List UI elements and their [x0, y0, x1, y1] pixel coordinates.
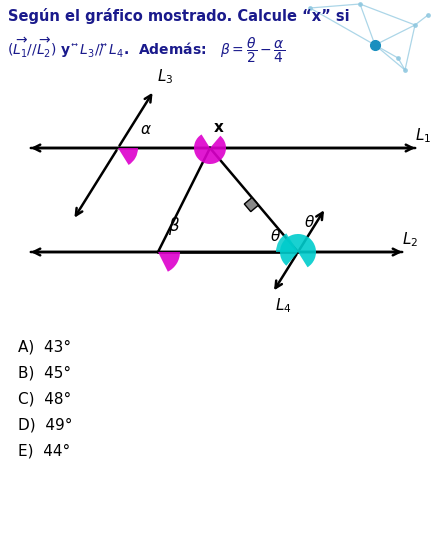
Polygon shape: [244, 198, 259, 212]
Text: C)  48°: C) 48°: [18, 392, 71, 407]
Text: B)  45°: B) 45°: [18, 366, 71, 381]
Text: $L_4$: $L_4$: [275, 296, 291, 315]
Text: $L_1$: $L_1$: [415, 127, 431, 146]
Text: A)  43°: A) 43°: [18, 340, 71, 355]
Text: $\theta$: $\theta$: [270, 228, 281, 244]
Text: Según el gráfico mostrado. Calcule “x” si: Según el gráfico mostrado. Calcule “x” s…: [8, 8, 349, 24]
Text: $L_3$: $L_3$: [157, 68, 173, 86]
Text: $(\overrightarrow{L_1}$$//$$\overrightarrow{L_2})$ y $\overleftrightarrow{L_3}$$: $(\overrightarrow{L_1}$$//$$\overrightar…: [7, 36, 285, 66]
Text: $\theta$: $\theta$: [304, 214, 315, 230]
Text: E)  44°: E) 44°: [18, 444, 70, 459]
Text: x: x: [214, 121, 224, 136]
Text: $\beta$: $\beta$: [168, 215, 180, 237]
Text: D)  49°: D) 49°: [18, 418, 72, 433]
Wedge shape: [280, 234, 316, 267]
Wedge shape: [276, 233, 298, 252]
Text: $L_2$: $L_2$: [402, 231, 418, 249]
Wedge shape: [194, 135, 226, 164]
Wedge shape: [158, 252, 180, 272]
Wedge shape: [118, 148, 138, 165]
Text: $\alpha$: $\alpha$: [140, 123, 152, 137]
